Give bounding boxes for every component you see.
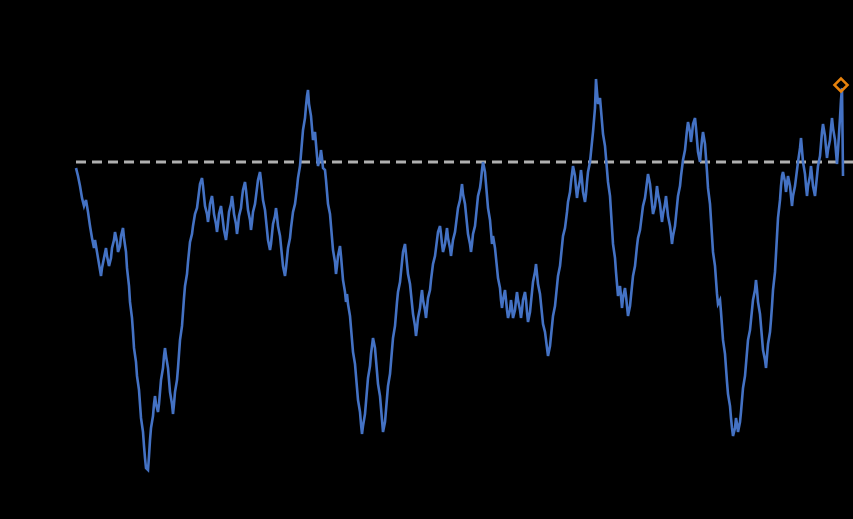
endpoint-diamond-marker[interactable]	[832, 76, 850, 94]
series-line-1	[74, 78, 845, 473]
